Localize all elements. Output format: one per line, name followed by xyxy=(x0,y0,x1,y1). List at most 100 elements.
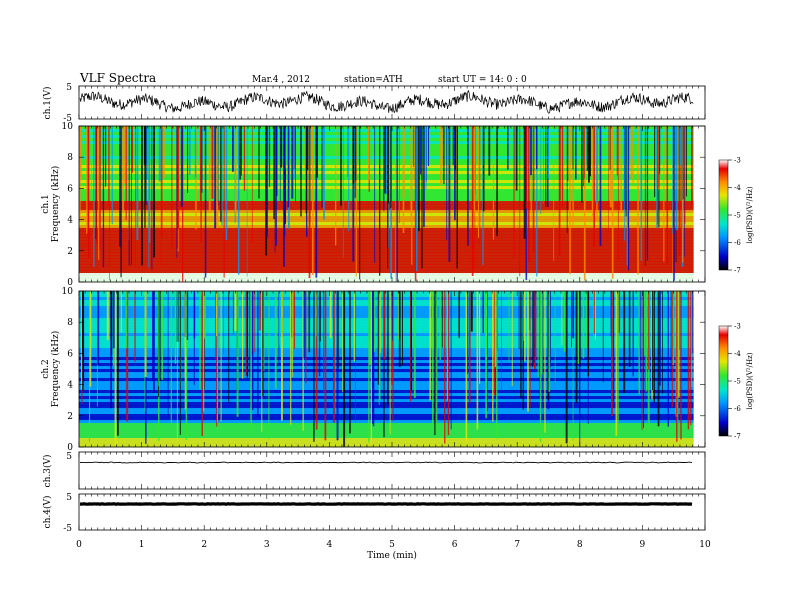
spectrogram-band xyxy=(79,312,694,316)
spectrogram-streak xyxy=(421,126,423,269)
spectrogram-streak xyxy=(176,291,179,342)
spectrogram-streak xyxy=(545,126,547,207)
spectrogram-band xyxy=(79,273,694,277)
spectrogram-streak xyxy=(234,291,237,331)
spectrogram-streak xyxy=(105,126,107,187)
spectrogram-streak xyxy=(283,126,285,267)
spectrogram-band xyxy=(79,408,694,412)
spectrogram-streak xyxy=(496,291,498,439)
spectrogram-streak xyxy=(184,291,186,337)
spectrogram-streak xyxy=(672,126,674,234)
spectrogram-streak xyxy=(174,291,177,364)
spectrogram-streak xyxy=(263,291,265,371)
spectrogram-streak xyxy=(659,126,661,174)
spectrogram-band xyxy=(79,210,694,214)
spectrogram-streak xyxy=(628,126,630,170)
colorbar-tick-label: -3 xyxy=(734,157,741,165)
spectrogram-streak xyxy=(374,126,376,263)
ch3-ytick-top: 5 xyxy=(66,452,72,462)
spectrogram-streak xyxy=(274,291,277,389)
spectrogram-streak xyxy=(217,291,218,431)
spectrogram-streak xyxy=(513,126,515,258)
spectrogram-streak xyxy=(618,291,621,333)
spectrogram-streak xyxy=(672,291,675,365)
spectrogram-band xyxy=(79,402,694,406)
ch1-colorbar-label: log(PSD)(V²/Hz) xyxy=(746,186,754,243)
spectrogram-streak xyxy=(402,126,405,233)
spectrogram-streak xyxy=(414,126,417,281)
spectrogram-streak xyxy=(518,291,520,349)
spectrogram-streak xyxy=(203,291,205,412)
spectrogram-streak xyxy=(109,126,110,281)
spectrogram-streak xyxy=(312,126,314,275)
spectrogram-streak xyxy=(470,291,473,332)
spectrogram-streak xyxy=(587,291,590,377)
spectrogram-streak xyxy=(170,291,172,431)
colorbar-tick-label: -6 xyxy=(734,405,741,413)
spectrogram-band xyxy=(79,372,694,376)
spectrogram-streak xyxy=(686,126,687,197)
spectrogram-streak xyxy=(659,291,661,386)
spectrogram-streak xyxy=(295,126,296,202)
spectrogram-band xyxy=(79,396,694,400)
spectrogram-streak xyxy=(520,291,522,398)
spectrogram-streak xyxy=(532,291,534,367)
spectrogram-streak xyxy=(281,291,283,421)
ch2-spectrogram-image xyxy=(79,291,705,448)
spectrogram-streak xyxy=(119,126,121,247)
spectrogram-streak xyxy=(593,291,596,334)
spectrogram-streak xyxy=(684,126,686,225)
spectrogram-streak xyxy=(609,126,612,208)
spectrogram-streak xyxy=(434,291,436,436)
spectrogram-streak xyxy=(611,291,613,416)
spectrogram-band xyxy=(79,294,694,298)
spectrogram-streak xyxy=(228,291,230,403)
spectrogram-band xyxy=(79,327,694,331)
spectrogram-streak xyxy=(448,126,451,262)
spectrogram-streak xyxy=(355,126,357,277)
colorbar-tick-label: -4 xyxy=(734,350,741,358)
spectrogram-streak xyxy=(313,291,315,442)
colorbar-tick-label: -4 xyxy=(734,184,741,192)
spectrogram-streak xyxy=(640,126,642,205)
ch1-spectrogram-ylabel-channel: ch.1 xyxy=(41,194,51,213)
spectrogram-streak xyxy=(318,291,321,377)
spectrogram-streak xyxy=(616,126,618,176)
spectrogram-streak xyxy=(566,126,568,234)
spectrogram-streak xyxy=(300,126,302,217)
spectrogram-streak xyxy=(112,291,115,349)
spectrogram-band xyxy=(79,417,694,421)
spectrogram-streak xyxy=(111,126,113,225)
x-axis-tick-labels: 0 1 2 3 4 5 6 7 8 9 10 xyxy=(76,540,711,550)
spectrogram-streak xyxy=(268,291,270,344)
spectrogram-band xyxy=(79,258,694,262)
spectrogram-band xyxy=(79,246,694,250)
spectrogram-streak xyxy=(476,291,479,430)
spectrogram-streak xyxy=(654,126,656,197)
spectrogram-streak xyxy=(220,291,222,422)
spectrogram-streak xyxy=(536,126,538,277)
spectrogram-streak xyxy=(249,291,251,378)
ch4-waveform-frame xyxy=(78,493,706,531)
spectrogram-streak xyxy=(613,291,615,408)
spectrogram-band xyxy=(79,279,694,283)
spectrogram-streak xyxy=(110,291,112,408)
spectrogram-streak xyxy=(632,291,634,377)
spectrogram-band xyxy=(79,267,694,271)
spectrogram-streak xyxy=(245,291,247,376)
spectrogram-band xyxy=(79,378,694,382)
spectrogram-streak xyxy=(89,291,91,442)
colorbar-tick-label: -3 xyxy=(734,323,741,331)
spectrogram-streak xyxy=(120,126,122,278)
spectrogram-streak xyxy=(410,291,412,392)
date-label: Mar.4 , 2012 xyxy=(252,75,310,85)
spectrogram-streak xyxy=(268,291,270,440)
spectrogram-band xyxy=(79,390,694,394)
spectrogram-streak xyxy=(114,291,117,444)
spectrogram-streak xyxy=(355,291,356,422)
spectrogram-band xyxy=(79,234,694,238)
spectrogram-streak xyxy=(342,126,344,258)
spectrogram-streak xyxy=(571,291,572,348)
spectrogram-streak xyxy=(584,126,585,179)
spectrogram-streak xyxy=(151,126,153,270)
